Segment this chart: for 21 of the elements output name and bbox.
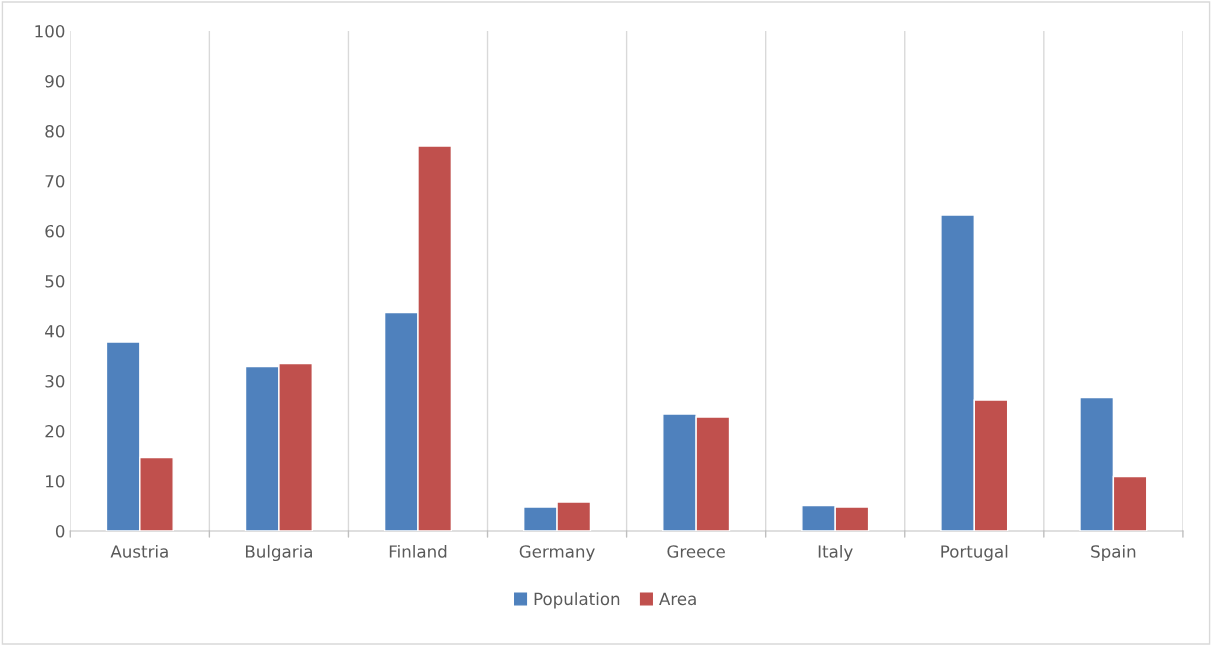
y-tick-label: 60 xyxy=(45,224,65,238)
legend-label: Population xyxy=(534,592,620,609)
x-tick-label: Germany xyxy=(519,545,595,562)
x-tick-label: Italy xyxy=(818,544,853,562)
y-tick-label: 80 xyxy=(45,124,65,138)
y-tick-label: 50 xyxy=(45,274,65,288)
x-tick-label: Austria xyxy=(110,544,168,558)
x-tick-label: Spain xyxy=(1091,544,1136,562)
x-tick-label: Bulgaria xyxy=(245,544,312,562)
y-tick-label: 40 xyxy=(45,324,65,338)
legend-label: Area xyxy=(659,592,696,606)
y-tick-label: 70 xyxy=(45,174,65,188)
x-tick-label: Finland xyxy=(389,544,447,558)
x-tick-label: Portugal xyxy=(941,544,1008,562)
y-tick-label: 10 xyxy=(46,474,65,488)
y-tick-label: 0 xyxy=(55,524,65,538)
y-tick-label: 100 xyxy=(35,24,65,38)
x-tick-label: Greece xyxy=(667,545,725,558)
y-tick-label: 30 xyxy=(45,374,65,388)
y-tick-label: 20 xyxy=(45,424,65,438)
y-tick-label: 90 xyxy=(45,74,65,88)
